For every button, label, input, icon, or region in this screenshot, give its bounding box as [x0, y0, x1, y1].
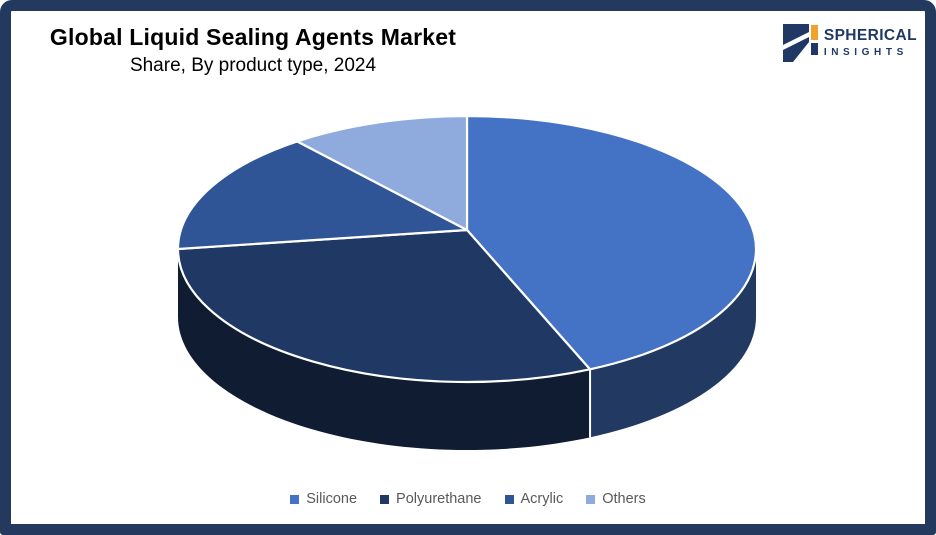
legend-label-silicone: Silicone: [306, 491, 358, 507]
pie-side-polyurethane: [178, 249, 591, 450]
legend-label-others: Others: [602, 491, 646, 507]
legend-item-acrylic: Acrylic: [504, 491, 564, 507]
legend-marker-others: [586, 494, 596, 504]
legend-marker-acrylic: [504, 494, 514, 504]
legend-marker-polyurethane: [380, 494, 390, 504]
spherical-insights-logo-icon: [782, 24, 818, 62]
chart-header: Global Liquid Sealing Agents Market Shar…: [31, 24, 475, 77]
legend-item-others: Others: [586, 491, 646, 507]
brand-name-line2: INSIGHTS: [823, 46, 908, 58]
legend-marker-silicone: [290, 494, 300, 504]
legend-label-acrylic: Acrylic: [520, 491, 564, 507]
page-subtitle: Share, By product type, 2024: [129, 54, 377, 76]
chart-legend: Silicone Polyurethane Acrylic Others: [11, 491, 925, 507]
page-title: Global Liquid Sealing Agents Market: [49, 24, 457, 50]
pie-slice-others: [296, 114, 469, 232]
brand-logo: SPHERICAL INSIGHTS: [782, 24, 917, 62]
legend-item-silicone: Silicone: [290, 491, 357, 507]
pie-slice-silicone: [465, 114, 758, 371]
brand-logo-text: SPHERICAL INSIGHTS: [824, 28, 917, 58]
pie-slice-polyurethane: [176, 228, 592, 384]
legend-item-polyurethane: Polyurethane: [380, 491, 482, 507]
pie-slice-acrylic: [176, 140, 469, 251]
legend-label-polyurethane: Polyurethane: [396, 491, 482, 507]
pie-chart: [176, 114, 758, 450]
brand-name-line1: SPHERICAL: [823, 27, 917, 45]
